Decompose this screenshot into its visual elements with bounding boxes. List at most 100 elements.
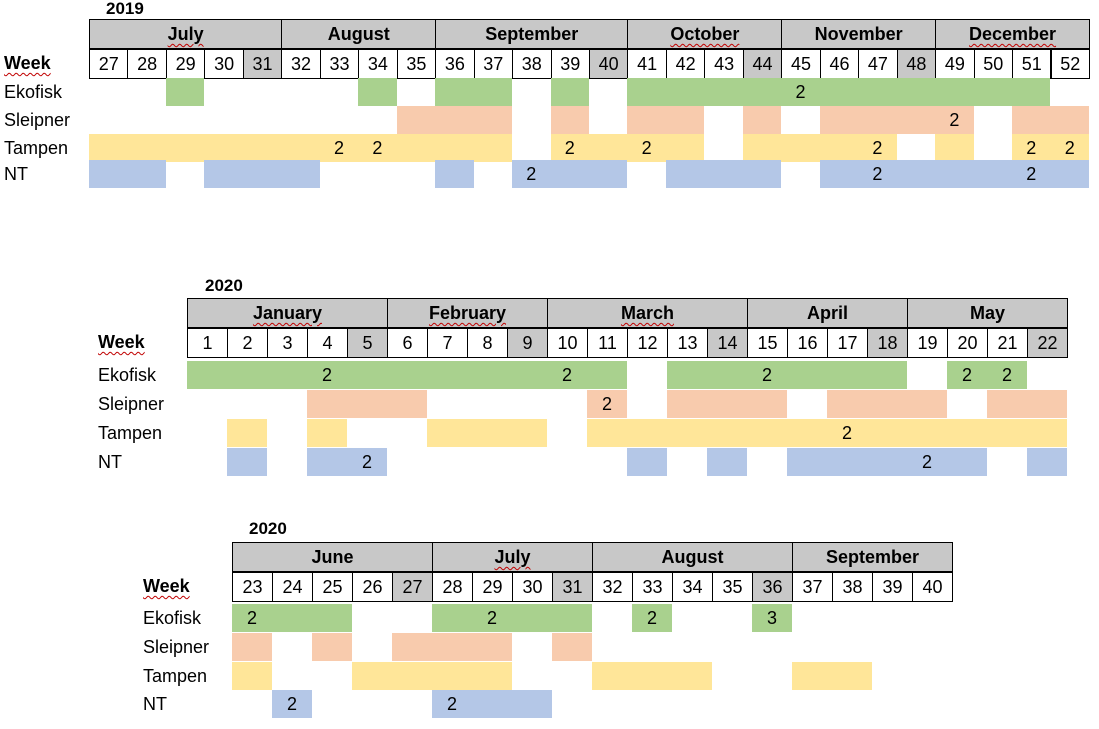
week-number-cell: 39 — [872, 572, 913, 602]
nt-count-label: 2 — [1026, 164, 1037, 184]
ekofisk-count-label: 3 — [766, 608, 777, 628]
row-label-sleipner: Sleipner — [98, 394, 165, 414]
week-number-cell: 1 — [187, 328, 228, 358]
nt-count-label: 2 — [446, 694, 457, 714]
month-header: August — [592, 542, 793, 572]
nt-activity-bar — [1027, 448, 1067, 476]
ekofisk-activity-bar — [550, 78, 589, 106]
tampen-count-label: 2 — [564, 138, 575, 158]
row-label-nt: NT — [4, 164, 28, 184]
sleipner-activity-bar — [667, 390, 787, 418]
week-number-cell: 31 — [552, 572, 593, 602]
week-number-cell: 36 — [752, 572, 793, 602]
sleipner-activity-bar — [232, 633, 272, 661]
week-number-cell: 40 — [912, 572, 953, 602]
week-number-cell: 7 — [427, 328, 468, 358]
nt-activity-bar — [272, 690, 312, 718]
sleipner-activity-bar — [550, 106, 589, 134]
week-number-cell: 38 — [832, 572, 873, 602]
week-number-cell: 15 — [747, 328, 788, 358]
month-name: October — [670, 24, 740, 44]
week-number-cell: 28 — [432, 572, 473, 602]
nt-activity-bar — [89, 160, 166, 188]
tampen-count-label: 2 — [872, 138, 883, 158]
tampen-activity-bar — [89, 134, 513, 162]
week-number-cell: 17 — [827, 328, 868, 358]
week-number-cell: 32 — [281, 49, 321, 79]
week-number-cell: 49 — [935, 49, 975, 79]
month-name: April — [806, 303, 848, 323]
row-label-nt: NT — [98, 452, 122, 472]
week-number-cell: 33 — [319, 49, 360, 79]
nt-activity-bar — [512, 160, 628, 188]
row-label-tampen: Tampen — [143, 666, 208, 686]
week-number-cell: 31 — [242, 49, 283, 79]
month-name: May — [969, 303, 1005, 323]
week-label-text: Week — [143, 576, 190, 596]
month-header: January — [187, 298, 388, 328]
month-header: June — [232, 542, 433, 572]
nt-activity-bar — [432, 690, 552, 718]
week-number-cell: 27 — [89, 49, 129, 79]
sleipner-activity-bar — [627, 106, 705, 134]
week-row-label: Week — [143, 572, 190, 600]
week-number-cell: 36 — [435, 49, 475, 79]
week-number-cell: 10 — [547, 328, 588, 358]
row-label-sleipner: Sleipner — [143, 637, 210, 657]
month-name: December — [969, 24, 1057, 44]
row-label-ekofisk: Ekofisk — [143, 608, 202, 628]
ekofisk-count-label: 2 — [486, 608, 497, 628]
week-number-cell: 26 — [352, 572, 393, 602]
row-label-ekofisk: Ekofisk — [4, 82, 63, 102]
week-number-cell: 5 — [347, 328, 388, 358]
nt-activity-bar — [665, 160, 782, 188]
ekofisk-activity-bar — [432, 604, 592, 632]
tampen-activity-bar — [592, 662, 712, 690]
row-label-tampen: Tampen — [98, 423, 163, 443]
month-name: August — [327, 24, 390, 44]
month-header: March — [547, 298, 748, 328]
week-number-cell: 13 — [667, 328, 708, 358]
sleipner-activity-bar — [392, 633, 512, 661]
ekofisk-activity-bar — [627, 78, 1051, 106]
week-number-cell: 38 — [512, 49, 552, 79]
month-header: September — [435, 19, 629, 49]
week-number-cell: 35 — [712, 572, 753, 602]
week-number-cell: 43 — [704, 49, 744, 79]
tampen-count-label: 2 — [1026, 138, 1037, 158]
month-header: November — [781, 19, 937, 49]
month-name: February — [428, 303, 507, 323]
month-name: August — [661, 547, 724, 567]
tampen-activity-bar — [935, 134, 974, 162]
week-number-cell: 37 — [792, 572, 833, 602]
tampen-activity-bar — [1012, 134, 1089, 162]
week-number-cell: 21 — [987, 328, 1028, 358]
sleipner-activity-bar — [312, 633, 352, 661]
week-number-cell: 16 — [787, 328, 828, 358]
ekofisk-activity-bar — [667, 361, 907, 389]
month-name: June — [311, 547, 354, 567]
week-number-cell: 23 — [232, 572, 273, 602]
month-name: September — [825, 547, 920, 567]
ekofisk-count-label: 2 — [321, 365, 332, 385]
tampen-count-label: 2 — [841, 423, 852, 443]
ekofisk-activity-bar — [947, 361, 1027, 389]
month-header: August — [281, 19, 437, 49]
tampen-activity-bar — [742, 134, 897, 162]
week-number-cell: 30 — [204, 49, 244, 79]
year-title: 2020 — [205, 276, 243, 295]
ekofisk-activity-bar — [632, 604, 672, 632]
ekofisk-activity-bar — [435, 78, 513, 106]
week-number-cell: 24 — [272, 572, 313, 602]
ekofisk-count-label: 2 — [646, 608, 657, 628]
row-label-ekofisk: Ekofisk — [98, 365, 157, 385]
month-name: September — [485, 24, 579, 44]
week-number-cell: 12 — [627, 328, 668, 358]
nt-count-label: 2 — [526, 164, 537, 184]
month-name: March — [620, 303, 674, 323]
year-title: 2019 — [106, 0, 144, 18]
tampen-activity-bar — [427, 419, 547, 447]
week-number-cell: 18 — [867, 328, 908, 358]
nt-activity-bar — [627, 448, 667, 476]
tampen-count-label: 2 — [372, 138, 383, 158]
